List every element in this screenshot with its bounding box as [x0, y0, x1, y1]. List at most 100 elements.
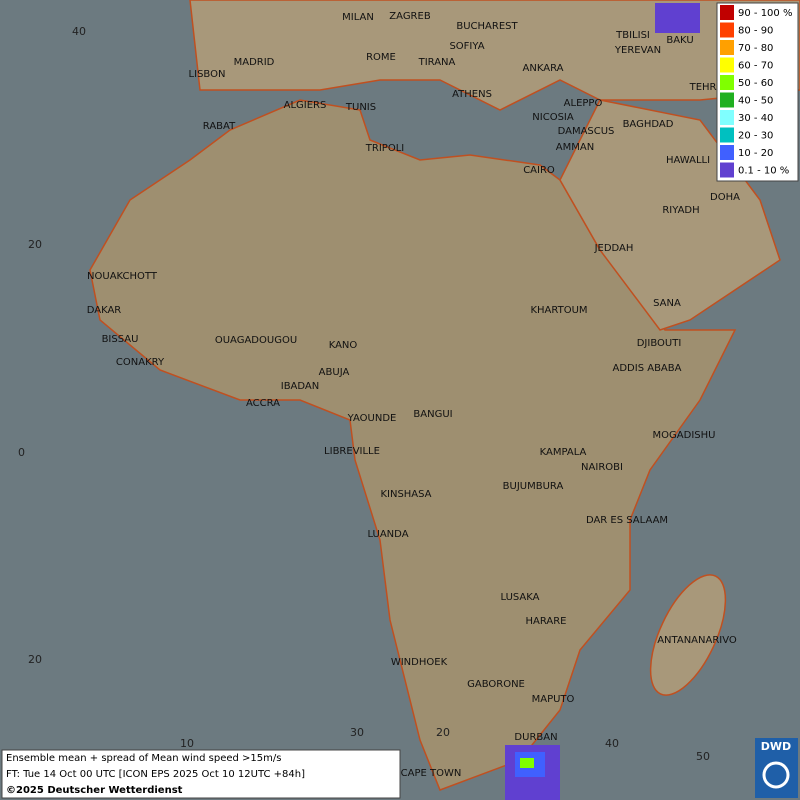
city-labels: MILAN ZAGREB BUCHAREST TBILISI BAKU MADRID ROM…: [87, 11, 740, 779]
city-label: LUSAKA: [501, 592, 540, 603]
legend-swatch: [720, 5, 734, 20]
city-label: CAIRO: [523, 165, 555, 176]
legend-swatch: [720, 40, 734, 55]
city-label: BAKU: [666, 35, 693, 46]
city-label: KANO: [329, 340, 358, 351]
city-label: MILAN: [342, 12, 374, 23]
latitude-label: 20: [28, 238, 42, 251]
legend-label: 60 - 70: [738, 61, 773, 72]
city-label: RIYADH: [662, 205, 699, 216]
city-label: KAMPALA: [540, 447, 587, 458]
city-label: DURBAN: [514, 732, 557, 743]
city-label: ANTANANARIVO: [657, 635, 737, 646]
city-label: DAKAR: [87, 305, 122, 316]
legend-swatch: [720, 92, 734, 108]
legend-swatch: [720, 162, 734, 178]
city-label: DOHA: [710, 192, 740, 203]
city-label: DAMASCUS: [558, 126, 615, 137]
legend-label: 40 - 50: [738, 96, 773, 107]
city-label: BISSAU: [102, 334, 139, 345]
city-label: YEREVAN: [614, 45, 661, 56]
city-label: AMMAN: [556, 142, 594, 153]
legend-swatch: [720, 110, 734, 125]
caption: FT: Tue 14 Oct 00 UTC [ICON EPS 2025 Oct…: [6, 769, 305, 780]
city-label: TEHRAN: [689, 82, 731, 93]
city-label: HAWALLI: [666, 155, 710, 166]
city-label: ALGIERS: [284, 100, 327, 111]
legend-swatch: [720, 22, 734, 38]
city-label: HARARE: [525, 616, 566, 627]
caption-box: [1, 749, 401, 799]
city-label: ABUJA: [319, 367, 350, 378]
land: [649, 574, 727, 696]
city-label: SANA: [653, 298, 681, 309]
legend-label: 80 - 90: [738, 26, 773, 37]
city-label: NICOSIA: [532, 112, 574, 123]
longitude-label: 30: [350, 726, 364, 739]
city-label: ACCRA: [246, 398, 280, 409]
legend-swatch: [720, 145, 734, 160]
legend-swatch: [720, 57, 734, 73]
city-label: KHARTOUM: [530, 305, 587, 316]
wind-cell: [655, 3, 700, 33]
city-label: DJIBOUTI: [637, 338, 682, 349]
legend-label: 70 - 80: [738, 43, 773, 54]
city-label: ATHENS: [452, 89, 492, 100]
land: [89, 99, 737, 791]
legend-swatch: [720, 75, 734, 90]
legend: 90 - 100 % 80 - 90 70 - 80 60 - 70 50 - 60 40…: [720, 5, 792, 178]
city-label: ANKARA: [523, 63, 564, 74]
city-label: KINSHASA: [380, 489, 431, 500]
city-label: RABAT: [203, 121, 236, 132]
latitude-label: 40: [72, 25, 86, 38]
longitude-label: 20: [436, 726, 450, 739]
city-label: JEDDAH: [594, 243, 634, 254]
city-label: NOUAKCHOTT: [87, 271, 158, 282]
city-label: LIBREVILLE: [324, 446, 380, 457]
city-label: LUANDA: [367, 529, 408, 540]
city-label: DAR ES SALAAM: [586, 515, 668, 526]
logo-icon: [762, 761, 790, 789]
city-label: TUNIS: [345, 102, 376, 113]
city-label: IBADAN: [281, 381, 320, 392]
city-label: TBILISI: [615, 30, 650, 41]
land: [189, 0, 800, 111]
legend-label: 90 - 100 %: [738, 8, 792, 19]
wind-area: [505, 3, 700, 800]
city-label: ALEPPO: [564, 98, 603, 109]
city-label: BUJUMBURA: [503, 481, 564, 492]
latitude-label: 20: [28, 653, 42, 666]
legend-label: 50 - 60: [738, 78, 773, 89]
legend-label: 30 - 40: [738, 113, 773, 124]
legend-label: 10 - 20: [738, 148, 773, 159]
city-label: CONAKRY: [116, 357, 165, 368]
logo-text: DWD: [761, 740, 791, 753]
longitude-label: 10: [180, 737, 194, 750]
latitude-label: 0: [18, 446, 25, 459]
city-label: MOGADISHU: [653, 430, 716, 441]
city-label: ZAGREB: [389, 11, 431, 22]
caption: ©2025 Deutscher Wetterdienst: [6, 785, 183, 796]
city-label: BANGUI: [413, 409, 452, 420]
city-label: TRIPOLI: [365, 143, 404, 154]
city-label: MAPUTO: [532, 694, 575, 705]
city-label: BAGHDAD: [623, 119, 674, 130]
legend-swatch: [720, 127, 734, 143]
city-label: MADRID: [234, 57, 275, 68]
city-label: CAPE TOWN: [401, 768, 462, 779]
city-label: TIRANA: [418, 57, 456, 68]
city-label: WINDHOEK: [391, 657, 448, 668]
city-label: ADDIS ABABA: [613, 363, 682, 374]
city-label: YAOUNDE: [347, 413, 397, 424]
city-label: OUAGADOUGOU: [215, 335, 297, 346]
longitude-label: 40: [605, 737, 619, 750]
city-label: ROME: [366, 52, 396, 63]
longitude-label: 50: [696, 750, 710, 763]
city-label: BUCHAREST: [456, 21, 518, 32]
legend-label: 20 - 30: [738, 131, 773, 142]
grid-labels: 40 20 0 20 10 30 20 40 50: [18, 25, 710, 763]
city-label: LISBON: [189, 69, 226, 80]
city-label: SOFIYA: [449, 41, 484, 52]
city-label: GABORONE: [467, 679, 525, 690]
